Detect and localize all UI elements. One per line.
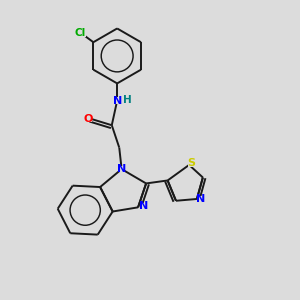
- Text: N: N: [139, 201, 148, 211]
- Text: N: N: [117, 164, 126, 174]
- Bar: [188, 160, 195, 167]
- Bar: [197, 196, 204, 202]
- Text: H: H: [123, 94, 131, 104]
- Text: Cl: Cl: [75, 28, 86, 38]
- Bar: [75, 30, 86, 37]
- Text: O: O: [83, 114, 93, 124]
- Text: S: S: [188, 158, 196, 168]
- Text: N: N: [196, 194, 205, 204]
- Bar: [114, 98, 120, 104]
- Bar: [84, 116, 92, 122]
- Bar: [140, 203, 147, 209]
- Text: N: N: [112, 96, 122, 106]
- Bar: [118, 166, 125, 172]
